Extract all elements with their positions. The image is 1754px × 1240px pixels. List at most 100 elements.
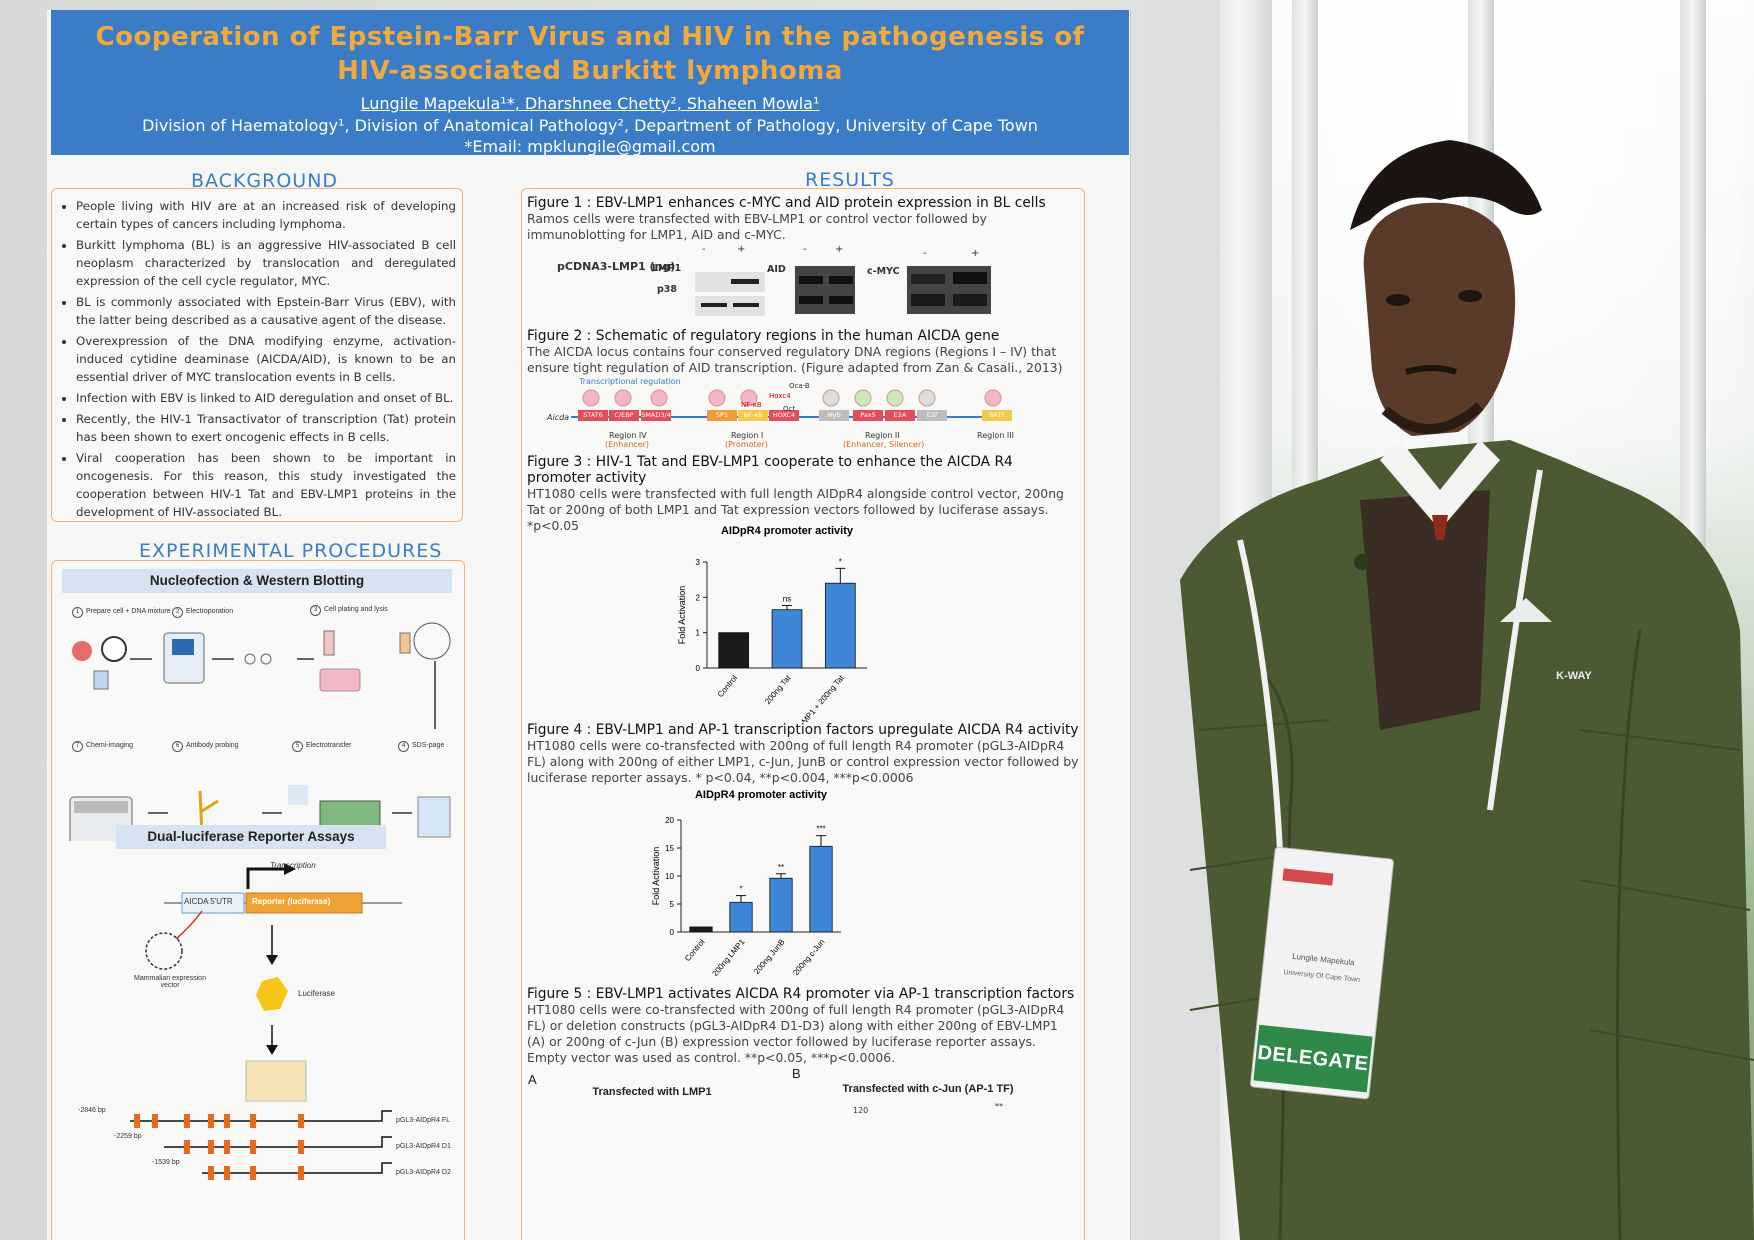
background-list: People living with HIV are at an increas… bbox=[60, 197, 456, 524]
significance-label: * bbox=[739, 885, 742, 894]
significance-label: ns bbox=[783, 594, 791, 603]
fig2-bubble-hoxc4: Hoxc4 bbox=[769, 392, 791, 400]
procedures-heading: EXPERIMENTAL PROCEDURES bbox=[139, 540, 443, 562]
fig2-region-ii-type: (Enhancer, Silencer) bbox=[843, 440, 925, 449]
y-tick-label: 20 bbox=[665, 816, 674, 825]
step-1: 1 Prepare cell + DNA mixture bbox=[72, 607, 171, 618]
fig5-desc: HT1080 cells were co-transfected with 20… bbox=[527, 1002, 1065, 1065]
poster-affiliations: Division of Haematology¹, Division of An… bbox=[142, 116, 1038, 135]
jacket-logo: K-WAY bbox=[1556, 670, 1592, 682]
background-bullet: Viral cooperation has been shown to be i… bbox=[76, 449, 456, 521]
fig2-factor: BATF bbox=[982, 410, 1012, 421]
fig5-b-sig: ** bbox=[995, 1102, 1003, 1111]
fig5-title: Figure 5 : EBV-LMP1 activates AICDA R4 p… bbox=[527, 986, 1075, 1002]
significance-label: ** bbox=[778, 863, 784, 872]
fig5-panel-a: A bbox=[528, 1072, 537, 1087]
fig1-lane-minus-3: - bbox=[923, 248, 927, 259]
step-4: 4 SDS-page bbox=[398, 741, 444, 752]
fig2-factor: Myb bbox=[819, 410, 849, 421]
fig2-factor: E2A bbox=[885, 410, 915, 421]
fig2-trans-label: Transcriptional regulation bbox=[579, 377, 681, 386]
y-tick-label: 5 bbox=[670, 900, 675, 909]
results-box bbox=[521, 188, 1085, 1240]
construct-fl-name: pGL3-AIDpR4 FL bbox=[396, 1117, 451, 1124]
background-box: People living with HIV are at an increas… bbox=[51, 188, 463, 522]
badge-name: Lungile Mapekula bbox=[1291, 951, 1356, 968]
fig1-desc: Ramos cells were transfected with EBV-LM… bbox=[527, 211, 987, 242]
fig1-western-blot bbox=[695, 266, 991, 316]
fig5-a-title: Transfected with LMP1 bbox=[592, 1086, 712, 1098]
fig1-blot-row: pCDNA3-LMP1 (ng) bbox=[557, 260, 676, 273]
fig4-block: Figure 4 : EBV-LMP1 and AP-1 transcripti… bbox=[527, 722, 1082, 786]
chart-title: AIDpR4 promoter activity bbox=[695, 789, 828, 801]
background-bullet: People living with HIV are at an increas… bbox=[76, 197, 456, 233]
fig1-title: Figure 1 : EBV-LMP1 enhances c-MYC and A… bbox=[527, 195, 1046, 211]
vector-label: Mammalian expression vector bbox=[134, 975, 206, 989]
fig2-block: Figure 2 : Schematic of regulatory regio… bbox=[527, 328, 1077, 376]
poster-title-line2: HIV-associated Burkitt lymphoma bbox=[337, 56, 843, 86]
fig2-bubble-oct: Oct bbox=[783, 405, 796, 413]
x-tick-label: Control bbox=[683, 937, 707, 963]
fig5-b-title: Transfected with c-Jun (AP-1 TF) bbox=[842, 1083, 1014, 1095]
badge-org: University Of Cape Town bbox=[1283, 968, 1361, 984]
fig1-lane-plus-1: + bbox=[737, 244, 746, 255]
step-3: 3 Cell plating and lysis bbox=[310, 605, 388, 616]
fig3-block: Figure 3 : HIV-1 Tat and EBV-LMP1 cooper… bbox=[527, 454, 1077, 534]
fig4-bar-chart: AIDpR4 promoter activity 0 5 10 15 20 Fold Act… bbox=[651, 789, 841, 976]
fig4-title: Figure 4 : EBV-LMP1 and AP-1 transcripti… bbox=[527, 722, 1079, 738]
fig1-lane-plus-2: + bbox=[835, 244, 844, 255]
fig3-title: Figure 3 : HIV-1 Tat and EBV-LMP1 cooper… bbox=[527, 454, 1013, 486]
fig2-locus-diagram bbox=[571, 389, 1011, 418]
research-poster: Cooperation of Epstein-Barr Virus and HI… bbox=[47, 10, 1131, 1240]
construct-fl bbox=[130, 1110, 392, 1128]
background-bullet: Burkitt lymphoma (BL) is an aggressive H… bbox=[76, 236, 456, 290]
fig2-region-iii: Region III bbox=[977, 431, 1015, 440]
background-bullet: BL is commonly associated with Epstein-B… bbox=[76, 293, 456, 329]
fig2-bubble-nfkb: NF-κB bbox=[741, 401, 762, 409]
significance-label: * bbox=[839, 557, 842, 566]
bar bbox=[718, 632, 749, 669]
bar bbox=[771, 609, 803, 669]
step-5: 5 Electrotransfer bbox=[292, 741, 352, 752]
y-axis-label: Fold Activation bbox=[677, 586, 687, 645]
fig2-region-i-type: (Promoter) bbox=[725, 440, 768, 449]
x-tick-label: 200ng c-Jun bbox=[791, 938, 826, 976]
poster-title-line1: Cooperation of Epstein-Barr Virus and HI… bbox=[95, 22, 1085, 52]
fig5-panel-b: B bbox=[792, 1066, 801, 1081]
fig1-lane-minus-1: - bbox=[702, 244, 706, 255]
bar bbox=[769, 877, 793, 933]
fig2-factor: Pax5 bbox=[853, 410, 883, 421]
fig5-b-tick: 120 bbox=[853, 1106, 869, 1115]
transcription-label: Transcription bbox=[270, 861, 316, 870]
fig2-region-i: Region I bbox=[731, 431, 764, 440]
poster-email: *Email: mpklungile@gmail.com bbox=[464, 137, 716, 156]
results-heading: RESULTS bbox=[805, 169, 895, 191]
step-7: 7 Chemi-imaging bbox=[72, 741, 133, 752]
badge-role: DELEGATE bbox=[1253, 1024, 1373, 1093]
fig2-region-iv: Region IV bbox=[609, 431, 647, 440]
luciferase-title: Dual-luciferase Reporter Assays bbox=[116, 825, 386, 849]
fig2-factor: STAT6 bbox=[578, 410, 608, 421]
significance-label: *** bbox=[816, 825, 825, 834]
fig2-bubble-ocab: Oca-B bbox=[789, 382, 810, 390]
utr-label: AICDA 5'UTR bbox=[184, 897, 233, 906]
fig2-region-ii: Region II bbox=[865, 431, 900, 440]
fig3-desc: HT1080 cells were transfected with full … bbox=[527, 486, 1064, 533]
y-tick-label: 15 bbox=[665, 844, 674, 853]
fig2-gene: Aicda bbox=[547, 413, 570, 422]
construct-d1 bbox=[164, 1136, 392, 1154]
luciferase-diagram bbox=[130, 863, 402, 1180]
blot-label-aid: AID bbox=[767, 264, 786, 275]
fig2-factor: SMAD3/4 bbox=[641, 410, 671, 421]
construct-d2 bbox=[202, 1162, 392, 1180]
construct-d2-name: pGL3-AIDpR4 D2 bbox=[396, 1169, 451, 1176]
luciferase-label: Luciferase bbox=[298, 989, 335, 998]
fig1-lane-plus-3: + bbox=[971, 248, 980, 259]
y-axis-label: Fold Activation bbox=[651, 847, 661, 906]
background-bullet: Infection with EBV is linked to AID dere… bbox=[76, 389, 456, 407]
reporter-label: Reporter (luciferase) bbox=[252, 897, 331, 906]
fig3-bar-chart: AIDpR4 promoter activity 0 1 2 3 Fold Activat… bbox=[677, 525, 867, 722]
construct-fl-bp: -2846 bp bbox=[78, 1107, 106, 1114]
x-tick-label: 200ng JunB bbox=[752, 938, 786, 976]
fig2-factor: SP1 bbox=[707, 410, 737, 421]
